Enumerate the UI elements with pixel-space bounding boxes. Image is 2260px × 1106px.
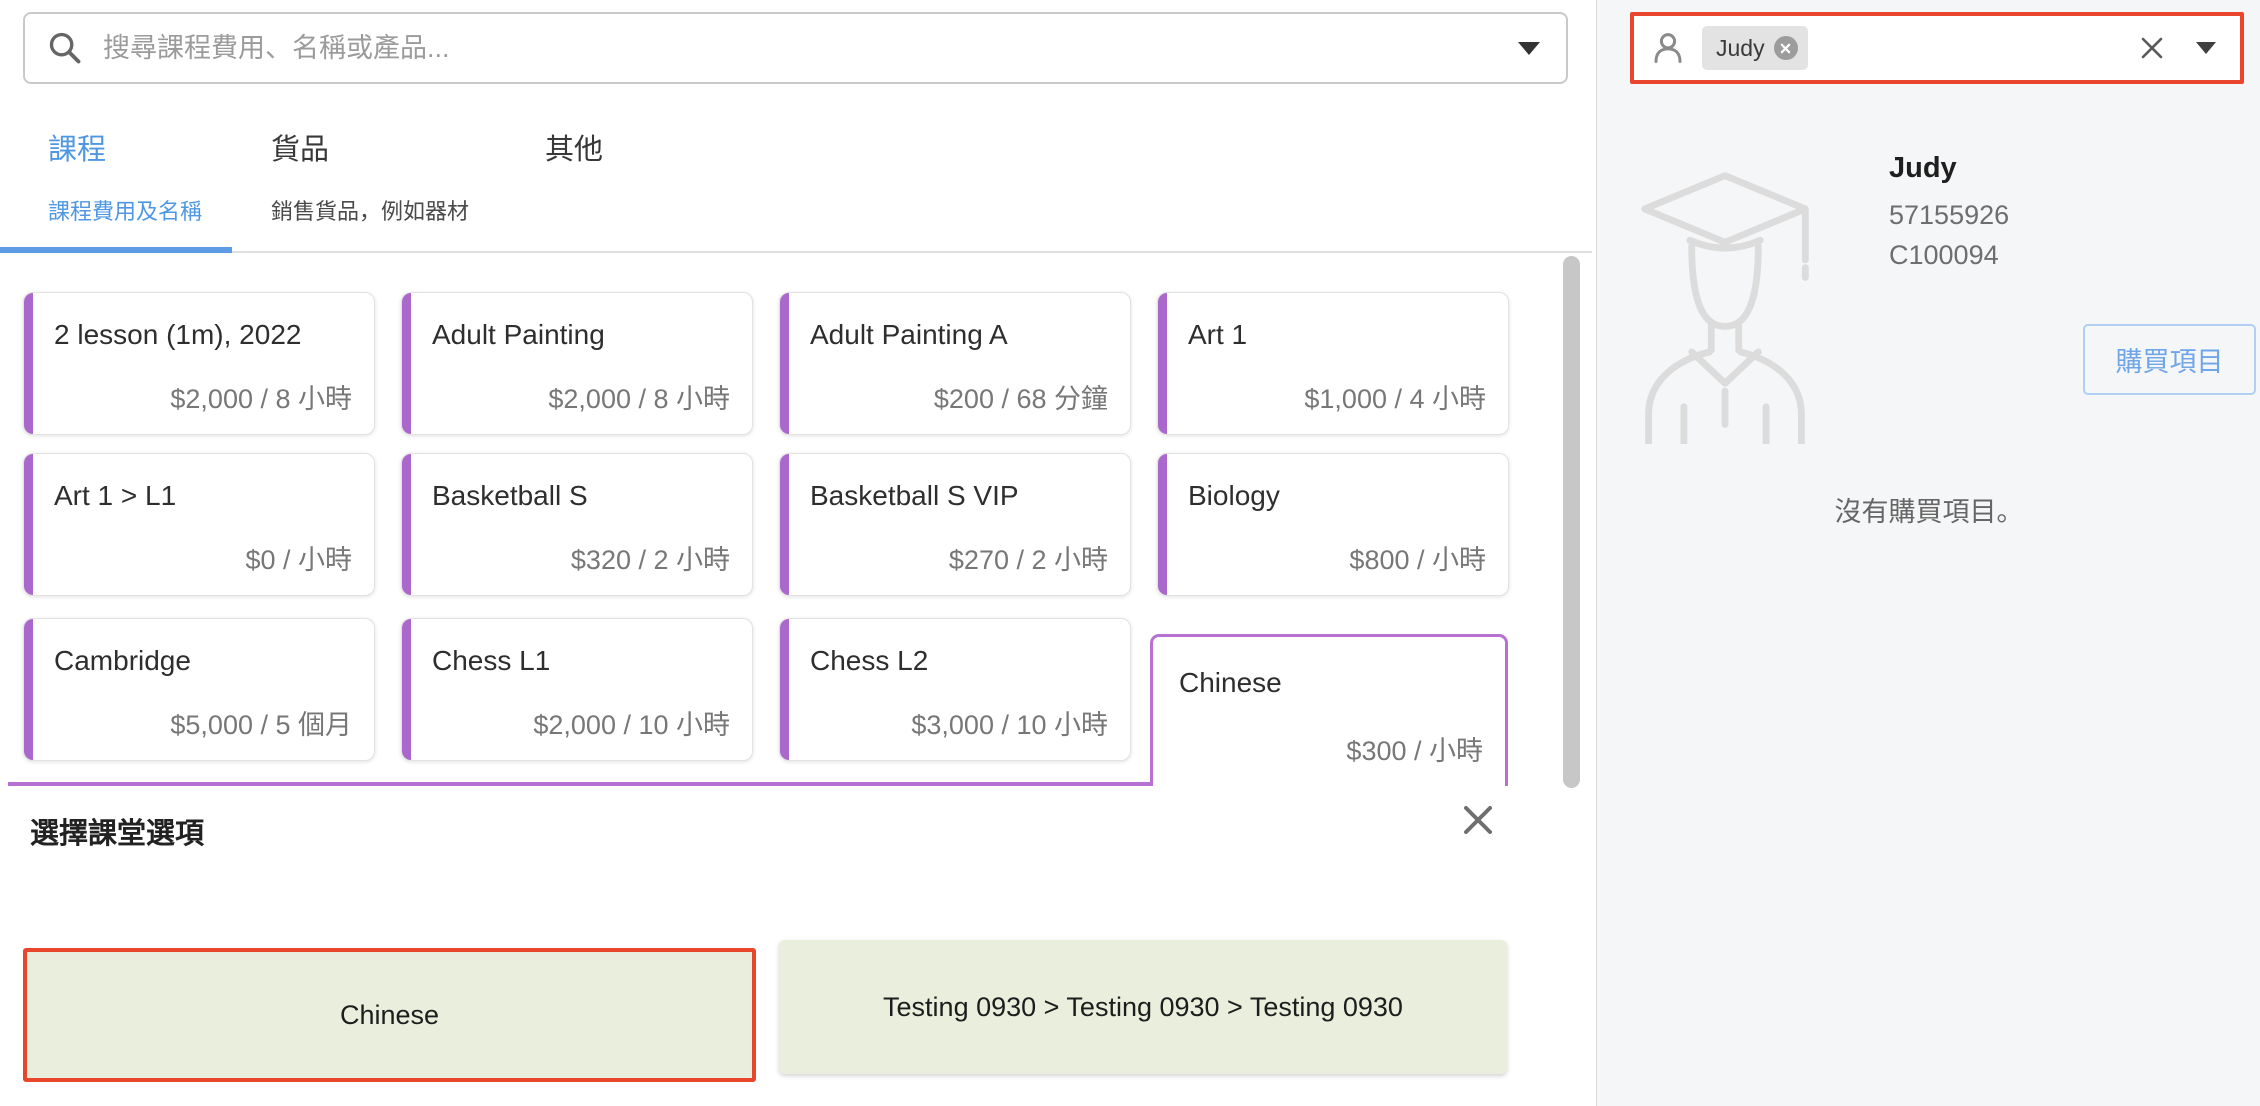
course-name: Cambridge bbox=[54, 645, 191, 676]
chip-remove-icon[interactable] bbox=[1773, 36, 1798, 60]
tab-others[interactable]: 其他 bbox=[545, 126, 603, 168]
purchase-items-label: 購買項目 bbox=[2115, 347, 2224, 377]
search-input[interactable] bbox=[101, 31, 1518, 65]
course-price: $2,000 / 8 小時 bbox=[170, 384, 352, 414]
course-card[interactable]: Adult Painting A $200 / 68 分鐘 bbox=[779, 292, 1131, 435]
course-accent-bar bbox=[402, 293, 411, 434]
tab-others-label: 其他 bbox=[545, 134, 604, 166]
course-price: $800 / 小時 bbox=[1349, 545, 1486, 575]
course-name: Art 1 bbox=[1188, 319, 1248, 350]
customer-sidebar: Judy bbox=[1596, 0, 2260, 1106]
course-name: Chess L2 bbox=[810, 645, 929, 676]
course-card[interactable]: Biology $800 / 小時 bbox=[1157, 453, 1509, 596]
class-option-label: Chinese bbox=[339, 999, 440, 1030]
course-price: $2,000 / 10 小時 bbox=[533, 710, 730, 740]
course-accent-bar bbox=[24, 454, 33, 595]
course-name: Chess L1 bbox=[432, 645, 551, 676]
course-price: $300 / 小時 bbox=[1346, 736, 1483, 766]
tab-goods-label: 貨品 bbox=[271, 134, 330, 166]
course-name: Basketball S VIP bbox=[810, 480, 1019, 511]
course-card[interactable]: Art 1 $1,000 / 4 小時 bbox=[1157, 292, 1509, 435]
student-chip-label: Judy bbox=[1716, 34, 1765, 61]
course-card-selected[interactable]: Chinese $300 / 小時 bbox=[1150, 634, 1508, 786]
course-accent-bar bbox=[780, 293, 789, 434]
course-price: $270 / 2 小時 bbox=[948, 545, 1108, 575]
course-name: Basketball S bbox=[432, 480, 588, 511]
course-accent-bar bbox=[402, 454, 411, 595]
course-price: $3,000 / 10 小時 bbox=[911, 710, 1108, 740]
course-card[interactable]: Chess L2 $3,000 / 10 小時 bbox=[779, 618, 1131, 761]
student-avatar-icon bbox=[1627, 158, 1823, 449]
course-card[interactable]: Chess L1 $2,000 / 10 小時 bbox=[401, 618, 753, 761]
active-tab-underline bbox=[0, 247, 232, 253]
tab-courses-label: 課程 bbox=[48, 134, 107, 166]
class-option-testing[interactable]: Testing 0930 > Testing 0930 > Testing 09… bbox=[779, 940, 1507, 1074]
tab-courses[interactable]: 課程 課程費用及名稱 bbox=[48, 126, 202, 226]
customer-name: Judy bbox=[1889, 152, 1957, 184]
course-card[interactable]: Basketball S VIP $270 / 2 小時 bbox=[779, 453, 1131, 596]
course-accent-bar bbox=[1158, 293, 1167, 434]
sheet-title: 選擇課堂選項 bbox=[30, 818, 205, 850]
purchase-items-button[interactable]: 購買項目 bbox=[2083, 324, 2256, 395]
course-price: $0 / 小時 bbox=[245, 545, 352, 575]
course-name: Adult Painting bbox=[432, 319, 605, 350]
tab-goods-sublabel: 銷售貨品，例如器材 bbox=[271, 199, 470, 224]
search-bar[interactable] bbox=[23, 12, 1568, 84]
course-card[interactable]: Adult Painting $2,000 / 8 小時 bbox=[401, 292, 753, 435]
course-name: Adult Painting A bbox=[810, 319, 1008, 350]
empty-purchases-message: 沒有購買項目。 bbox=[1834, 497, 2024, 527]
course-card[interactable]: Art 1 > L1 $0 / 小時 bbox=[23, 453, 375, 596]
person-icon bbox=[1654, 33, 1682, 63]
class-option-label: Testing 0930 > Testing 0930 > Testing 09… bbox=[883, 991, 1403, 1022]
course-price: $1,000 / 4 小時 bbox=[1304, 384, 1486, 414]
course-accent-bar bbox=[402, 619, 411, 760]
course-name: Biology bbox=[1188, 480, 1280, 511]
student-chip[interactable]: Judy bbox=[1702, 26, 1808, 70]
course-card[interactable]: Basketball S $320 / 2 小時 bbox=[401, 453, 753, 596]
close-icon[interactable] bbox=[1460, 802, 1496, 838]
clear-selection-icon[interactable] bbox=[2138, 34, 2166, 62]
search-icon bbox=[49, 32, 81, 64]
course-name: Chinese bbox=[1179, 667, 1282, 698]
customer-id: C100094 bbox=[1889, 240, 1999, 270]
course-price: $2,000 / 8 小時 bbox=[548, 384, 730, 414]
course-price: $320 / 2 小時 bbox=[570, 545, 730, 575]
tab-courses-sublabel: 課程費用及名稱 bbox=[48, 199, 203, 224]
course-price: $5,000 / 5 個月 bbox=[170, 710, 352, 740]
tab-divider bbox=[0, 251, 1592, 253]
course-card[interactable]: Cambridge $5,000 / 5 個月 bbox=[23, 618, 375, 761]
course-accent-bar bbox=[780, 619, 789, 760]
vertical-scrollbar[interactable] bbox=[1563, 256, 1580, 788]
course-accent-bar bbox=[1158, 454, 1167, 595]
student-select-field[interactable]: Judy bbox=[1630, 12, 2244, 84]
course-accent-bar bbox=[780, 454, 789, 595]
selected-card-connector-line bbox=[8, 782, 1150, 786]
course-price: $200 / 68 分鐘 bbox=[933, 384, 1108, 414]
course-card[interactable]: 2 lesson (1m), 2022 $2,000 / 8 小時 bbox=[23, 292, 375, 435]
class-option-chinese[interactable]: Chinese bbox=[23, 948, 756, 1082]
customer-phone: 57155926 bbox=[1889, 200, 2010, 230]
chevron-down-icon[interactable] bbox=[2196, 42, 2216, 54]
search-dropdown-icon[interactable] bbox=[1518, 41, 1540, 55]
course-accent-bar bbox=[24, 619, 33, 760]
course-name: Art 1 > L1 bbox=[54, 480, 177, 511]
course-accent-bar bbox=[24, 293, 33, 434]
tab-goods[interactable]: 貨品 銷售貨品，例如器材 bbox=[271, 126, 469, 226]
course-name: 2 lesson (1m), 2022 bbox=[54, 319, 302, 350]
